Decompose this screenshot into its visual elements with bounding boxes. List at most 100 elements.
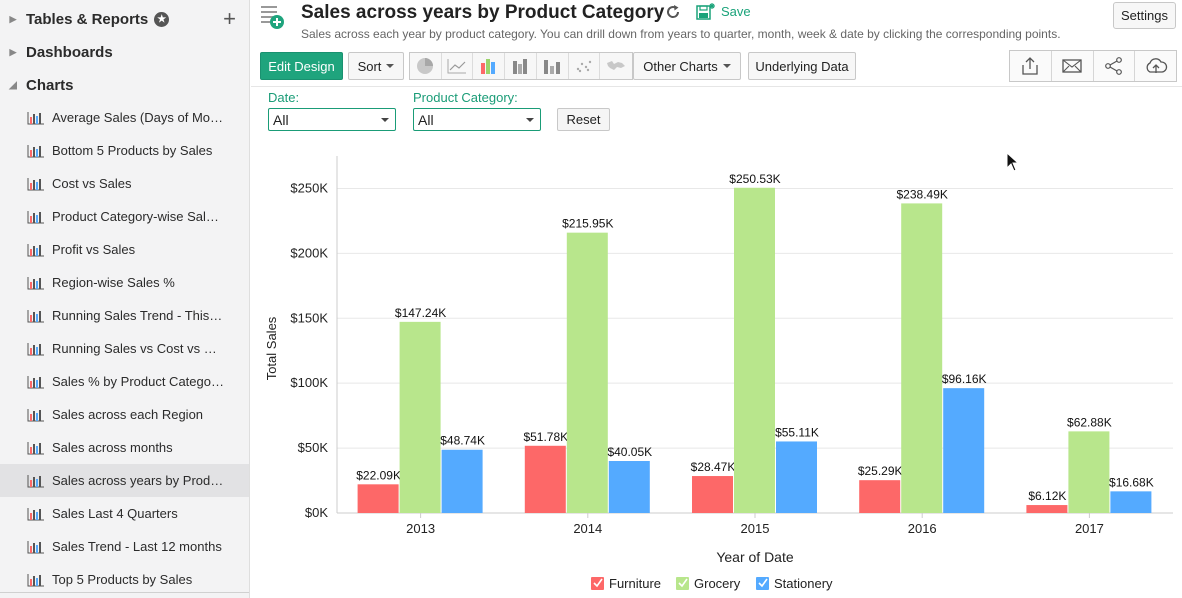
chart-list-item[interactable]: Profit vs Sales — [0, 233, 249, 266]
mouse-cursor-icon — [1006, 152, 1020, 172]
chart-list-item[interactable]: Running Sales Trend - This Y... — [0, 299, 249, 332]
chart-list-item-label: Sales across years by Produc... — [52, 473, 224, 488]
share-icon[interactable] — [1094, 51, 1136, 81]
bar-chart-icon — [27, 540, 44, 553]
underlying-data-button[interactable]: Underlying Data — [748, 52, 856, 80]
chart-list-item-label: Sales Trend - Last 12 months — [52, 539, 222, 554]
chart-list-item[interactable]: Sales Trend - Last 12 months — [0, 530, 249, 563]
collapse-arrow-icon: ◢ — [9, 79, 17, 91]
legend-swatch — [676, 577, 689, 590]
bar-chart-icon — [27, 507, 44, 520]
legend-swatch — [591, 577, 604, 590]
chevron-down-icon — [722, 64, 731, 68]
data-label: $147.24K — [395, 306, 446, 320]
other-charts-button[interactable]: Other Charts — [633, 52, 741, 80]
refresh-icon[interactable] — [664, 3, 682, 21]
save-label: Save — [721, 3, 751, 19]
add-icon[interactable]: + — [223, 6, 236, 31]
chart-list-item[interactable]: Cost vs Sales — [0, 167, 249, 200]
sort-button[interactable]: Sort — [348, 52, 404, 80]
bar-chart-icon — [27, 177, 44, 190]
reset-button[interactable]: Reset — [557, 108, 610, 131]
chart-list-item-label: Average Sales (Days of Month) — [52, 110, 224, 125]
star-badge-icon: ★ — [154, 11, 170, 27]
scatter-icon[interactable] — [569, 53, 601, 79]
edit-design-button[interactable]: Edit Design — [260, 52, 343, 80]
chart-list-item[interactable]: Product Category-wise Sales % — [0, 200, 249, 233]
bar-furniture-2015 — [692, 476, 733, 513]
bar-chart-icon[interactable] — [473, 53, 506, 79]
sidebar-section-tables-reports[interactable]: ▶ Tables & Reports ★ + — [0, 4, 249, 34]
data-label: $238.49K — [897, 187, 948, 201]
section-label: Dashboards — [26, 43, 113, 61]
chart-list-item[interactable]: Average Sales (Days of Month) — [0, 101, 249, 134]
chart-list-item-label: Sales % by Product Category... — [52, 374, 224, 389]
sidebar-section-dashboards[interactable]: ▶ Dashboards — [0, 37, 249, 67]
data-label: $16.68K — [1109, 475, 1154, 489]
x-tick-label: 2016 — [908, 521, 937, 536]
chart-list-item-label: Profit vs Sales — [52, 242, 136, 257]
toolbar-divider — [251, 86, 1182, 87]
publish-icon[interactable] — [1135, 51, 1176, 81]
chart-list-item[interactable]: Sales across each Region — [0, 398, 249, 431]
data-label: $25.29K — [858, 464, 903, 478]
chart-list-item-label: Region-wise Sales % — [52, 275, 175, 290]
date-filter-select[interactable]: All — [268, 108, 396, 131]
chart-list-item[interactable]: Region-wise Sales % — [0, 266, 249, 299]
bar-furniture-2014 — [524, 445, 566, 513]
add-report-icon[interactable] — [260, 4, 286, 30]
stacked-bar-icon[interactable] — [505, 53, 537, 79]
chart-list-item[interactable]: Sales across months — [0, 431, 249, 464]
legend-check-icon — [678, 578, 688, 588]
legend-check-icon — [593, 578, 603, 588]
line-chart-icon[interactable] — [442, 53, 474, 79]
category-filter-select[interactable]: All — [413, 108, 541, 131]
save-button[interactable]: Save — [696, 2, 751, 20]
settings-button[interactable]: Settings — [1113, 2, 1176, 29]
sidebar: ▶ Tables & Reports ★ + ▶ Dashboards ◢ Ch… — [0, 0, 250, 598]
chart-list-item[interactable]: Sales % by Product Category... — [0, 365, 249, 398]
data-label: $28.47K — [691, 460, 736, 474]
data-label: $22.09K — [356, 468, 401, 482]
legend-label: Grocery — [694, 576, 741, 591]
email-icon[interactable] — [1052, 51, 1094, 81]
date-filter-label: Date: — [268, 90, 300, 105]
x-tick-label: 2017 — [1075, 521, 1104, 536]
bar-furniture-2017 — [1026, 505, 1068, 513]
x-tick-label: 2014 — [573, 521, 602, 536]
chart-list-item[interactable]: Top 5 Products by Sales — [0, 563, 249, 596]
bar-grocery-2017 — [1068, 431, 1110, 513]
bar-chart: $0K $50K $100K $150K $200K $250K $22.09K $147.2… — [264, 156, 1173, 591]
chart-list-item[interactable]: Running Sales vs Cost vs Profit — [0, 332, 249, 365]
bar-furniture-2016 — [859, 480, 901, 513]
area-bar-icon[interactable] — [537, 53, 569, 79]
bar-grocery-2016 — [901, 203, 943, 514]
chart-list-item[interactable]: Sales Last 4 Quarters — [0, 497, 249, 530]
sort-label: Sort — [357, 58, 382, 74]
chart-list-item[interactable]: Sales across years by Produc... — [0, 464, 249, 497]
chart-list-item-label: Top 5 Products by Sales — [52, 572, 193, 587]
export-icon[interactable] — [1010, 51, 1052, 81]
sidebar-section-charts[interactable]: ◢ Charts — [0, 70, 249, 100]
bar-chart-icon — [27, 408, 44, 421]
bar-furniture-2013 — [357, 484, 399, 513]
legend-swatch — [756, 577, 769, 590]
map-icon[interactable] — [600, 53, 632, 79]
chevron-down-icon — [386, 64, 395, 68]
pie-chart-icon[interactable] — [410, 53, 442, 79]
bar-stationery-2014 — [608, 461, 650, 513]
category-filter-value: All — [418, 111, 434, 128]
chart-list-item-label: Sales across months — [52, 440, 173, 455]
action-toolbar — [1009, 50, 1177, 82]
chart-list-item[interactable]: Bottom 5 Products by Sales — [0, 134, 249, 167]
section-label: Tables & Reports — [26, 10, 149, 28]
chart-list-item-label: Running Sales Trend - This Y... — [52, 308, 224, 323]
bar-chart-icon — [27, 474, 44, 487]
bar-stationery-2016 — [943, 388, 985, 513]
y-axis-title: Total Sales — [264, 316, 279, 380]
category-filter-label: Product Category: — [413, 90, 518, 105]
chart-list-item-label: Product Category-wise Sales % — [52, 209, 224, 224]
x-tick-label: 2013 — [406, 521, 435, 536]
data-label: $6.12K — [1028, 489, 1066, 503]
bar-chart-icon — [27, 276, 44, 289]
